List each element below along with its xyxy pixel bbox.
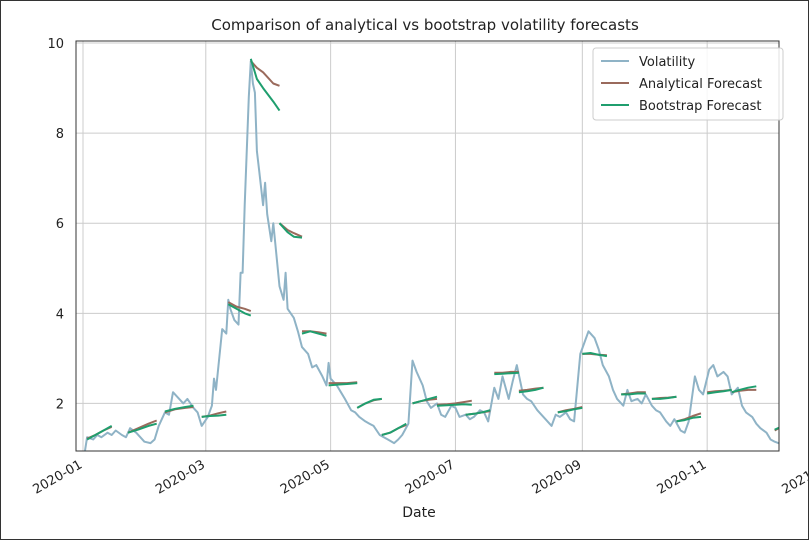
- forecast-segment-analytical-forecast: [250, 60, 280, 87]
- forecast-segment-analytical-forecast: [227, 301, 252, 313]
- forecast-segment-bootstrap-forecast: [412, 395, 438, 405]
- forecast-segment-analytical-forecast: [494, 370, 519, 374]
- x-axis-ticks: 2020-01 2020-03 2020-05 2020-07 2020-09 2020-…: [30, 457, 809, 497]
- forecast-segment-bootstrap-forecast: [557, 406, 583, 414]
- forecast-segment-bootstrap-forecast: [381, 422, 407, 436]
- series-layer: [84, 58, 779, 451]
- forecast-segment-bootstrap-forecast: [164, 404, 194, 413]
- y-tick-label: 4: [56, 307, 64, 322]
- forecast-segment-bootstrap-forecast: [227, 303, 252, 317]
- forecast-segment-analytical-forecast: [774, 426, 779, 432]
- legend-label: Bootstrap Forecast: [639, 99, 762, 114]
- forecast-segment-bootstrap-forecast: [494, 371, 519, 376]
- chart-title: Comparison of analytical vs bootstrap vo…: [211, 16, 639, 34]
- x-tick-label: 2020-11: [655, 457, 710, 497]
- forecast-segment-bootstrap-forecast: [707, 388, 732, 395]
- x-axis-label: Date: [402, 505, 435, 521]
- forecast-segment-bootstrap-forecast: [278, 222, 303, 239]
- y-tick-label: 10: [47, 37, 64, 52]
- series-line-volatility: [84, 60, 779, 451]
- legend: Volatility Analytical Forecast Bootstrap F…: [592, 47, 784, 121]
- forecast-segment-bootstrap-forecast: [774, 426, 779, 431]
- x-tick-label: 2020-07: [403, 457, 458, 497]
- forecast-segment-bootstrap-forecast: [201, 413, 227, 418]
- legend-label: Analytical Forecast: [639, 77, 762, 92]
- forecast-segment-bootstrap-forecast: [86, 425, 113, 441]
- forecast-segment-bootstrap-forecast: [518, 386, 544, 394]
- x-tick-label: 2020-01: [30, 457, 85, 497]
- forecast-segment-bootstrap-forecast: [731, 385, 757, 394]
- x-tick-label: 2021-01: [779, 457, 808, 497]
- forecast-segment-bootstrap-forecast: [621, 392, 646, 396]
- forecast-segment-bootstrap-forecast: [436, 403, 472, 407]
- forecast-segment-bootstrap-forecast: [582, 352, 608, 358]
- x-tick-label: 2020-03: [153, 457, 208, 497]
- forecast-segment-bootstrap-forecast: [676, 415, 702, 423]
- x-tick-label: 2020-09: [530, 457, 585, 497]
- x-tick-label: 2020-05: [278, 457, 333, 497]
- forecast-segment-bootstrap-forecast: [249, 58, 281, 112]
- legend-label: Volatility: [639, 55, 695, 70]
- forecast-segment-bootstrap-forecast: [465, 409, 491, 416]
- y-tick-label: 2: [56, 397, 64, 412]
- forecast-segment-bootstrap-forecast: [328, 382, 358, 387]
- y-tick-label: 8: [56, 127, 64, 142]
- forecast-segment-bootstrap-forecast: [356, 397, 382, 409]
- y-axis-ticks: 2 4 6 8 10: [47, 37, 64, 412]
- y-tick-label: 6: [56, 217, 64, 232]
- legend-box: [592, 47, 784, 121]
- plot-border: [75, 40, 780, 452]
- forecast-segment-bootstrap-forecast: [127, 422, 157, 434]
- forecast-segment-bootstrap-forecast: [651, 395, 677, 400]
- forecast-segment-bootstrap-forecast: [301, 330, 327, 337]
